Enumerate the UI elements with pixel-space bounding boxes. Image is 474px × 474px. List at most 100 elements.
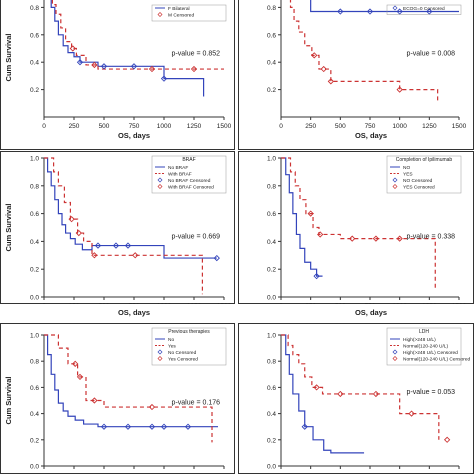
censor-mark	[396, 86, 403, 93]
censor-mark	[311, 52, 318, 59]
x-tick-label: 0	[42, 123, 46, 130]
legend-entry: NO Censored	[403, 178, 433, 184]
censor-mark	[148, 65, 156, 73]
survival-curve-1	[310, 0, 459, 13]
p-value-annotation: p-value = 0.176	[172, 399, 221, 406]
censor-mark	[68, 216, 75, 223]
censor-mark	[317, 231, 324, 238]
legend-censor-symbol	[392, 349, 398, 355]
panel-border	[238, 323, 474, 474]
x-tick-label: 750	[365, 303, 376, 310]
x-tick-label: 250	[69, 123, 80, 130]
legend-censor-symbol	[157, 177, 163, 183]
legend-title: Previous therapies	[168, 329, 210, 335]
y-tick-label: 0.2	[30, 267, 39, 274]
legend-censor-symbol	[392, 177, 398, 183]
y-tick-label: 0.4	[30, 60, 39, 67]
x-axis-label: OS, days	[118, 131, 150, 140]
legend-entry: M Censored	[168, 12, 194, 18]
legend-entry: F Bilateral	[168, 6, 190, 12]
survival-curve-1	[44, 334, 218, 428]
censor-mark	[160, 423, 168, 430]
censor-mark	[112, 242, 120, 249]
y-tick-label: 0.8	[30, 5, 39, 12]
legend-entry: Yes	[168, 343, 176, 349]
x-tick-label: 1250	[187, 303, 202, 310]
legend: ECOG=0 Censored	[392, 5, 445, 12]
x-tick-label: 0	[279, 303, 283, 310]
x-tick-label: 1250	[422, 123, 437, 130]
y-tick-label: 0.6	[30, 32, 39, 39]
censor-mark	[91, 61, 98, 69]
censor-mark	[396, 8, 403, 15]
legend-title: LDH	[419, 329, 429, 335]
legend: High(>248 U/L)Normal(120-240 U/L)High(>2…	[390, 337, 471, 362]
legend-entry: Yes Censored	[168, 356, 198, 362]
x-tick-label: 1000	[392, 123, 407, 130]
censor-mark	[190, 65, 198, 73]
legend-title: BRAF	[182, 157, 195, 163]
legend-entry: YES Censored	[403, 184, 435, 190]
panel-border	[0, 151, 235, 304]
censor-mark	[76, 59, 84, 66]
y-tick-label: 0.6	[30, 211, 39, 218]
x-tick-label: 250	[305, 123, 316, 130]
y-tick-label: 0.4	[267, 239, 276, 246]
x-tick-label: 500	[99, 123, 110, 130]
censor-mark	[76, 373, 84, 381]
legend-entry: No BRAF	[168, 165, 188, 171]
censor-mark	[72, 360, 79, 367]
survival-curve-2	[281, 157, 436, 291]
survival-curve-2	[44, 157, 203, 295]
x-tick-label: 1250	[422, 303, 437, 310]
y-tick-label: 0.8	[267, 5, 276, 12]
y-tick-label: 1.0	[30, 156, 39, 163]
censor-mark	[100, 423, 108, 430]
censor-mark	[366, 8, 374, 15]
x-tick-label: 1250	[187, 123, 202, 130]
survival-curve-1	[281, 334, 365, 454]
x-tick-label: 1000	[392, 303, 407, 310]
p-value-annotation: p-value = 0.669	[172, 234, 221, 241]
plot-area: 0.2 0.4 0.6 0.8 0 250 500 750 1000 1250 1500 p-valu…	[267, 0, 467, 130]
y-tick-label: 0.2	[267, 437, 276, 444]
legend-censor-symbol	[392, 5, 398, 11]
survival-curve-1	[50, 0, 205, 97]
y-tick-label: 0.0	[30, 295, 39, 302]
p-value-annotation: p-value = 0.852	[172, 50, 221, 57]
legend-frame	[151, 4, 227, 22]
survival-curve-1	[44, 157, 217, 259]
censor-mark	[337, 8, 344, 15]
y-tick-label: 0.0	[30, 464, 39, 471]
x-tick-label: 250	[305, 303, 316, 310]
x-tick-label: 750	[129, 303, 140, 310]
x-tick-label: 1500	[452, 123, 467, 130]
legend-frame	[386, 4, 462, 15]
censor-mark	[130, 63, 138, 70]
censor-mark	[91, 252, 98, 259]
censor-mark	[313, 273, 320, 280]
censor-mark	[408, 410, 415, 417]
legend-frame	[386, 327, 462, 366]
y-tick-label: 0.8	[267, 183, 276, 190]
survival-curve-2	[289, 0, 439, 104]
y-tick-label: 0.2	[267, 87, 276, 94]
censor-mark	[132, 252, 139, 259]
censor-mark	[320, 65, 327, 73]
censor-mark	[91, 397, 98, 404]
legend-censor-symbol	[392, 356, 398, 361]
censor-mark	[124, 423, 132, 430]
plot-area: 0.0 0.2 0.4 0.6 0.8 1.0 0 250 500 750 1000 1250 1500…	[30, 156, 232, 310]
x-tick-label: 500	[99, 303, 110, 310]
censor-mark	[100, 63, 108, 70]
x-tick-label: 1500	[452, 303, 467, 310]
plot-area: 0.0 0.2 0.4 0.6 0.8 1.0 0 250 500 750 1000 1250 1500…	[267, 156, 467, 310]
y-tick-label: 0.8	[267, 359, 276, 366]
y-tick-label: 0.4	[30, 239, 39, 246]
y-tick-label: 0.6	[267, 211, 276, 218]
y-tick-label: 0.2	[30, 437, 39, 444]
censor-mark	[313, 384, 320, 391]
censor-mark	[94, 242, 102, 249]
